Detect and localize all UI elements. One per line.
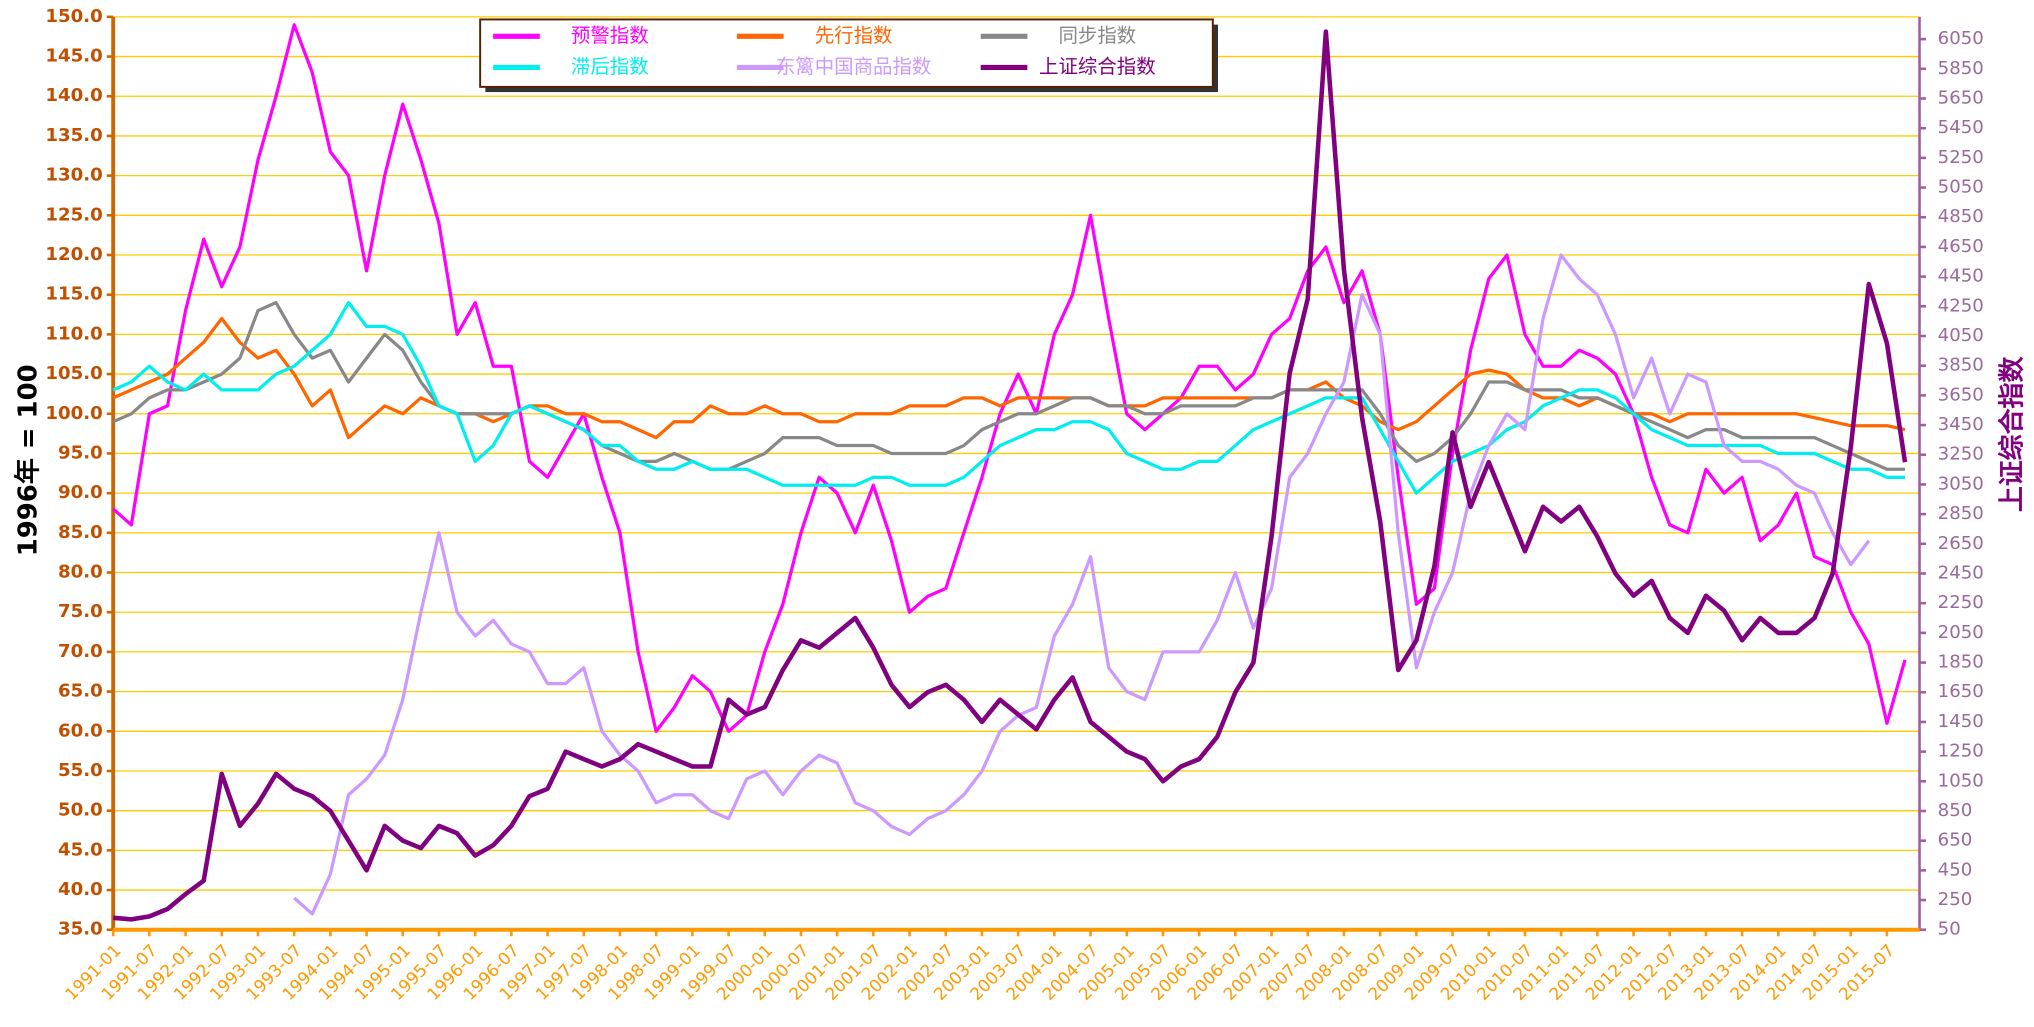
y-tick-label: 105.0 — [45, 363, 102, 384]
y-tick-label: 40.0 — [58, 879, 103, 900]
y-tick-label: 50.0 — [58, 800, 103, 821]
y-tick-label: 55.0 — [58, 760, 103, 781]
y2-tick-label: 650 — [1938, 830, 1973, 851]
y-tick-label: 65.0 — [58, 681, 103, 702]
y2-tick-label: 3250 — [1938, 444, 1984, 465]
y2-tick-label: 3850 — [1938, 355, 1984, 376]
y2-tick-label: 2450 — [1938, 562, 1984, 583]
y2-tick-label: 1050 — [1938, 770, 1984, 791]
y-tick-label: 75.0 — [58, 601, 103, 622]
y2-tick-label: 2050 — [1938, 622, 1984, 643]
legend-label: 预警指数 — [571, 24, 649, 47]
y-tick-label: 80.0 — [58, 562, 103, 583]
series-line — [112, 301, 1905, 471]
y-tick-label: 60.0 — [58, 720, 103, 741]
y-tick-label: 140.0 — [45, 85, 102, 106]
y-tick-label: 100.0 — [45, 403, 102, 424]
y2-tick-label: 4650 — [1938, 236, 1984, 257]
y2-tick-label: 4250 — [1938, 295, 1984, 316]
y2-tick-label: 3050 — [1938, 473, 1984, 494]
legend-label: 东篱中国商品指数 — [776, 55, 932, 78]
y2-tick-label: 250 — [1938, 889, 1973, 910]
legend-label: 先行指数 — [815, 24, 893, 47]
y-tick-label: 130.0 — [45, 165, 102, 186]
y-tick-label: 85.0 — [58, 522, 103, 543]
y2-tick-label: 1250 — [1938, 741, 1984, 762]
y2-tick-label: 50 — [1938, 919, 1961, 940]
y-tick-label: 145.0 — [45, 46, 102, 67]
series-line — [293, 253, 1871, 916]
y2-tick-label: 4450 — [1938, 266, 1984, 287]
y2-tick-label: 1450 — [1938, 711, 1984, 732]
y2-tick-label: 4850 — [1938, 206, 1984, 227]
y-tick-label: 35.0 — [58, 919, 103, 940]
y2-tick-label: 3450 — [1938, 414, 1984, 435]
y-tick-label: 70.0 — [58, 641, 103, 662]
y2-tick-label: 4050 — [1938, 325, 1984, 346]
y2-tick-label: 2250 — [1938, 592, 1984, 613]
y2-tick-label: 850 — [1938, 800, 1973, 821]
y-tick-label: 90.0 — [58, 482, 103, 503]
y-tick-label: 120.0 — [45, 244, 102, 265]
y-tick-label: 150.0 — [45, 6, 102, 27]
y2-tick-label: 5050 — [1938, 177, 1984, 198]
y2-tick-label: 2850 — [1938, 503, 1984, 524]
y2-tick-label: 6050 — [1938, 28, 1984, 49]
series-line — [112, 29, 1908, 922]
y-tick-label: 110.0 — [45, 323, 102, 344]
y-tick-label: 95.0 — [58, 442, 103, 463]
y-tick-label: 45.0 — [58, 839, 103, 860]
y-axis-label: 1996年 = 100 — [12, 364, 43, 556]
y2-tick-label: 2650 — [1938, 533, 1984, 554]
y2-tick-label: 5250 — [1938, 147, 1984, 168]
y2-tick-label: 5850 — [1938, 58, 1984, 79]
y2-tick-label: 1850 — [1938, 652, 1984, 673]
series-line — [112, 301, 1905, 495]
y2-axis-label: 上证综合指数 — [1996, 357, 2027, 513]
y2-tick-label: 450 — [1938, 859, 1973, 880]
y-tick-label: 135.0 — [45, 125, 102, 146]
y2-tick-label: 1650 — [1938, 681, 1984, 702]
legend-box — [479, 18, 1214, 88]
y-tick-label: 115.0 — [45, 284, 102, 305]
legend-label: 上证综合指数 — [1039, 55, 1156, 78]
legend-label: 滞后指数 — [571, 55, 649, 78]
series-line — [112, 23, 1907, 733]
legend-label: 同步指数 — [1059, 24, 1137, 47]
y2-tick-label: 5650 — [1938, 87, 1984, 108]
y2-tick-label: 5450 — [1938, 117, 1984, 138]
y2-tick-label: 3650 — [1938, 384, 1984, 405]
y-tick-label: 125.0 — [45, 204, 102, 225]
